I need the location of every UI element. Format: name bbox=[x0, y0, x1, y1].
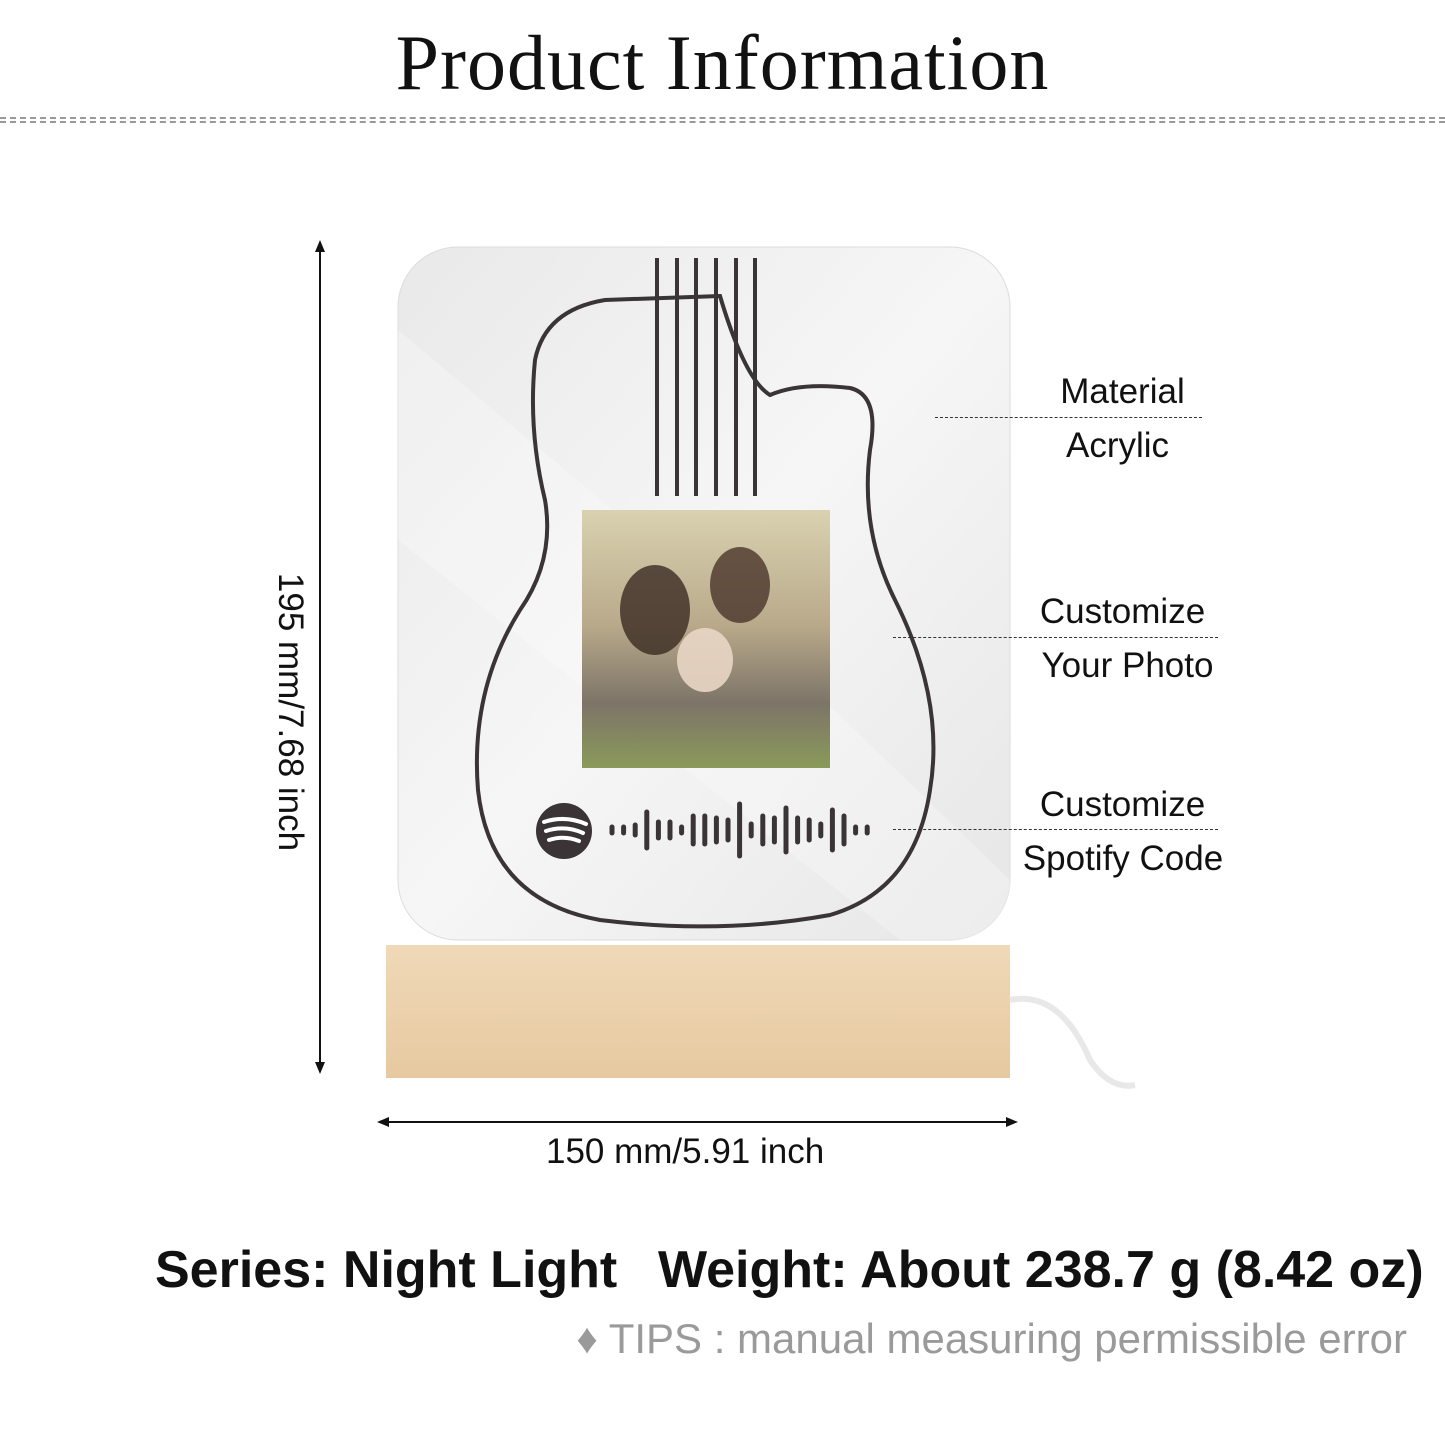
callout-photo-line bbox=[893, 637, 1218, 638]
power-cable bbox=[1009, 995, 1136, 1089]
tips-note: ♦ TIPS : manual measuring permissible er… bbox=[576, 1315, 1407, 1362]
spotify-icon bbox=[536, 803, 592, 859]
title-divider bbox=[0, 121, 1445, 123]
callout-material-label: Material bbox=[1060, 372, 1185, 411]
page-title: Product Information bbox=[395, 19, 1050, 106]
callout-material-line bbox=[935, 417, 1202, 418]
height-dimension-label: 195 mm/7.68 inch bbox=[271, 572, 310, 852]
callout-photo-value: Your Photo bbox=[1041, 646, 1214, 685]
series-label: Series: Night Light bbox=[155, 1241, 618, 1299]
callout-code-label: Customize bbox=[1039, 785, 1206, 824]
spotify-code-bars bbox=[609, 801, 870, 859]
height-dimension-arrow bbox=[315, 240, 325, 1074]
callout-code-value: Spotify Code bbox=[1022, 839, 1224, 878]
weight-label: Weight: About 238.7 g (8.42 oz) bbox=[658, 1241, 1424, 1299]
title-divider bbox=[0, 117, 1445, 119]
callout-code-line bbox=[893, 829, 1218, 830]
width-dimension-label: 150 mm/5.91 inch bbox=[546, 1132, 825, 1171]
callout-material-value: Acrylic bbox=[1065, 426, 1170, 465]
wooden-base bbox=[386, 945, 1010, 1078]
callout-photo-label: Customize bbox=[1039, 592, 1206, 631]
guitar-outline bbox=[474, 293, 936, 929]
width-dimension-arrow bbox=[377, 1117, 1018, 1127]
